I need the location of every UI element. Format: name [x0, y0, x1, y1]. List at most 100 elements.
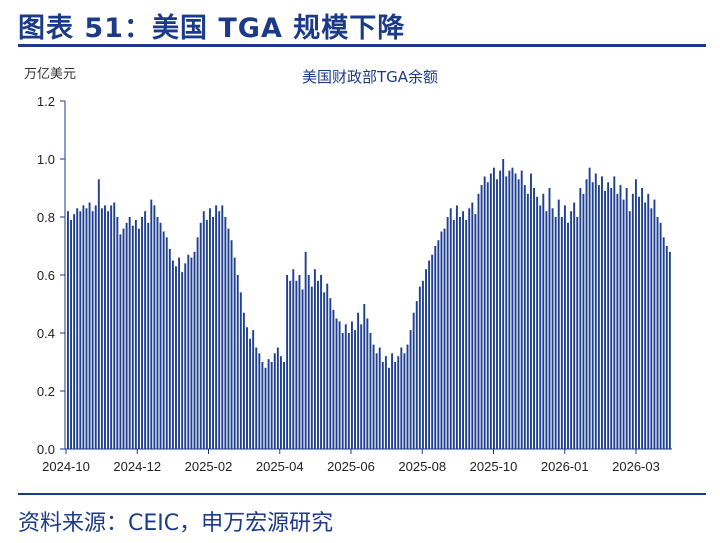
bar — [267, 359, 270, 449]
bar — [175, 266, 177, 449]
bar — [601, 176, 603, 449]
bar — [530, 173, 532, 449]
bar — [286, 275, 289, 449]
bar — [557, 199, 560, 449]
bar — [378, 347, 381, 449]
bar — [332, 309, 335, 449]
bar — [313, 269, 316, 449]
bar — [227, 228, 230, 449]
bar — [554, 217, 557, 449]
bar — [520, 170, 523, 449]
bar — [79, 211, 82, 449]
bar — [443, 228, 446, 449]
bar — [91, 211, 94, 449]
bar — [406, 344, 409, 449]
bar — [622, 199, 625, 449]
bar — [104, 205, 106, 449]
y-tick-label: 0.4 — [37, 326, 55, 341]
bar — [563, 205, 566, 449]
x-tick-label: 2024-12 — [113, 459, 161, 474]
bar — [551, 208, 554, 449]
bar — [634, 179, 637, 450]
bar — [246, 327, 248, 449]
bar — [147, 222, 150, 449]
bar — [384, 356, 387, 449]
y-tick-label: 1.0 — [37, 152, 55, 167]
bar — [255, 347, 258, 449]
bar — [409, 330, 412, 449]
source-divider — [18, 493, 706, 495]
bar — [610, 188, 613, 449]
bar — [94, 205, 97, 449]
x-tick-label: 2025-04 — [256, 459, 304, 474]
bar — [452, 219, 455, 449]
bar — [616, 193, 619, 449]
bar — [653, 199, 656, 449]
bar — [449, 208, 452, 449]
bar — [261, 362, 264, 449]
bar — [659, 222, 662, 449]
bar — [536, 196, 539, 449]
bar — [477, 193, 480, 449]
y-tick-label: 1.2 — [37, 94, 55, 109]
bar — [184, 263, 187, 449]
bar — [588, 167, 591, 449]
bar — [517, 179, 520, 450]
bar-series — [67, 159, 671, 450]
bar — [440, 231, 443, 449]
bar — [625, 188, 628, 449]
bar — [97, 179, 100, 450]
bar — [150, 199, 153, 449]
y-tick-label: 0.8 — [37, 210, 55, 225]
bar — [273, 353, 276, 449]
bar — [455, 205, 458, 449]
x-tick-label: 2025-02 — [185, 459, 233, 474]
bar — [134, 219, 137, 449]
bar — [357, 312, 360, 449]
bar — [400, 347, 403, 449]
bar — [579, 188, 582, 449]
bar — [323, 292, 326, 449]
bar — [607, 182, 610, 449]
bar — [141, 217, 143, 449]
bar — [85, 208, 88, 449]
bar — [548, 188, 551, 449]
chart-title: 美国财政部TGA余额 — [302, 68, 438, 86]
bar — [230, 240, 233, 449]
bar — [187, 254, 190, 449]
bar — [113, 202, 116, 449]
bar — [110, 205, 113, 449]
bar — [317, 280, 319, 449]
bar — [585, 179, 588, 450]
bar — [428, 260, 431, 449]
bar — [499, 170, 502, 449]
bar — [221, 205, 224, 449]
bar — [168, 248, 171, 449]
bar — [573, 202, 576, 449]
bar — [662, 237, 665, 449]
bar — [591, 182, 594, 449]
bar — [354, 330, 356, 449]
x-tick-label: 2024-10 — [42, 459, 90, 474]
bar — [631, 193, 634, 449]
bar — [459, 217, 461, 449]
bar — [474, 214, 477, 449]
bar — [326, 283, 329, 449]
bar — [434, 246, 437, 449]
bar — [131, 225, 134, 449]
bar — [171, 260, 174, 449]
bar — [119, 234, 122, 449]
bar — [242, 312, 245, 449]
y-axis: 0.0 0.2 0.4 0.6 0.8 1.0 1.2 — [37, 94, 66, 457]
bar — [270, 362, 273, 449]
bar — [391, 353, 394, 449]
bar — [236, 275, 239, 449]
y-tick-label: 0.2 — [37, 384, 55, 399]
bar — [431, 254, 434, 449]
title-divider — [18, 44, 706, 47]
bar — [486, 182, 489, 449]
bar — [304, 251, 307, 449]
bar — [628, 211, 631, 449]
bar — [76, 208, 79, 449]
bar — [338, 321, 341, 449]
